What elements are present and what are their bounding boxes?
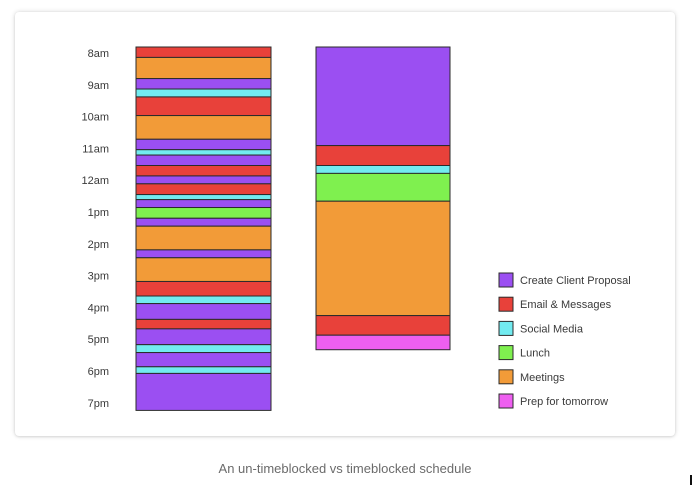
schedule-block-social [135, 194, 272, 201]
time-axis: 8am 9am 10am 11am 12am 1pm 2pm 3pm 4pm 5pm 6pm 7pm [81, 48, 109, 410]
legend-label: Meetings [520, 372, 565, 384]
schedule-block-social [135, 295, 272, 305]
schedule-block-email [135, 318, 272, 330]
schedule-block-email [135, 96, 272, 117]
time-tick-label: 12am [81, 175, 109, 187]
legend: Create Client Proposal Email & Messages So… [498, 272, 631, 409]
legend-label: Prep for tomorrow [520, 396, 608, 408]
schedule-block-meetings [135, 56, 272, 80]
time-tick-label: 11am [82, 143, 109, 155]
timeblocked-column [315, 46, 451, 351]
time-tick-label: 9am [88, 80, 109, 92]
schedule-block-prep [315, 334, 451, 351]
schedule-block-meetings [135, 257, 272, 282]
schedule-block-email [135, 280, 272, 297]
time-tick-label: 4pm [88, 302, 109, 314]
schedule-block-lunch [135, 207, 272, 219]
legend-label: Email & Messages [520, 299, 612, 311]
schedule-block-social [135, 88, 272, 98]
legend-swatch [498, 393, 514, 409]
schedule-block-meetings [315, 200, 451, 317]
schedule-block-proposal [135, 303, 272, 320]
schedule-block-email [135, 46, 272, 58]
legend-swatch [498, 272, 514, 288]
schedule-block-proposal [135, 328, 272, 346]
time-tick-label: 2pm [88, 239, 109, 251]
schedule-block-proposal [135, 138, 272, 151]
schedule-block-social [135, 366, 272, 374]
time-tick-label: 1pm [88, 207, 109, 219]
schedule-block-meetings [135, 115, 272, 140]
legend-swatch [498, 320, 514, 336]
legend-swatch [498, 345, 514, 361]
schedule-block-email [135, 183, 272, 196]
time-tick-label: 3pm [88, 271, 109, 283]
schedule-block-proposal [135, 372, 272, 411]
edge-mark [690, 475, 692, 485]
schedule-block-proposal [135, 199, 272, 209]
untimeblocked-column [135, 46, 272, 411]
schedule-block-email [315, 315, 451, 336]
schedule-block-proposal [315, 46, 451, 147]
schedule-block-proposal [135, 175, 272, 185]
schedule-block-social [135, 149, 272, 156]
schedule-block-proposal [135, 217, 272, 227]
legend-label: Lunch [520, 348, 550, 360]
time-tick-label: 8am [88, 48, 109, 60]
schedule-block-social [135, 344, 272, 354]
legend-label: Create Client Proposal [520, 275, 631, 287]
time-tick-label: 6pm [88, 366, 109, 378]
legend-swatch [498, 369, 514, 385]
schedule-block-lunch [315, 172, 451, 202]
schedule-block-proposal [135, 78, 272, 90]
legend-swatch [498, 296, 514, 312]
schedule-block-social [315, 165, 451, 174]
chart-caption: An un-timeblocked vs timeblocked schedul… [218, 461, 472, 476]
time-tick-label: 10am [81, 112, 109, 124]
schedule-block-email [315, 145, 451, 166]
schedule-block-meetings [135, 225, 272, 251]
schedule-block-proposal [135, 154, 272, 167]
schedule-block-proposal [135, 249, 272, 259]
time-tick-label: 5pm [88, 334, 109, 346]
time-tick-label: 7pm [88, 398, 109, 410]
legend-label: Social Media [520, 323, 584, 335]
schedule-block-proposal [135, 352, 272, 368]
schedule-block-email [135, 165, 272, 177]
